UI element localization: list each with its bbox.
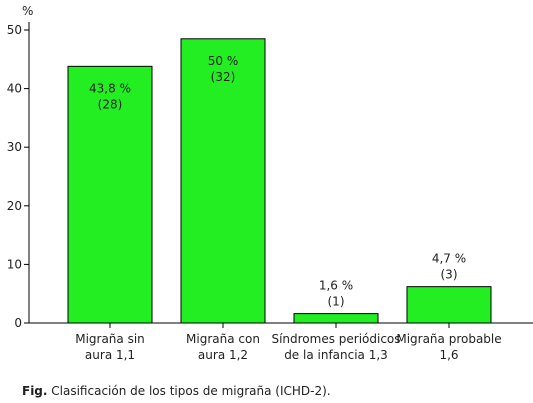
y-tick-label: 10 [7, 257, 22, 271]
bar-chart: % 0 10 20 30 40 50 Migraña sin aura 1,1 43,8 % (28… [7, 4, 533, 362]
bar [406, 286, 492, 324]
bar [180, 38, 266, 324]
x-tick-label: Migraña sin aura 1,1 [75, 332, 145, 362]
data-label: 43,8 % (28) [89, 81, 131, 111]
bar [67, 65, 153, 324]
data-label: 4,7 % (3) [432, 252, 466, 282]
x-tick-label: Síndromes periódicos de la infancia 1,3 [271, 332, 400, 362]
y-tick-label: 50 [7, 23, 22, 37]
y-tick-label: 30 [7, 140, 22, 154]
caption-text: Clasificación de los tipos de migraña (I… [47, 384, 331, 398]
y-tick-label: 20 [7, 199, 22, 213]
y-axis-unit-label: % [22, 4, 33, 18]
y-tick-label: 0 [14, 316, 22, 330]
x-tick-label: Migraña probable 1,6 [396, 332, 501, 362]
data-label: 1,6 % (1) [319, 279, 353, 309]
x-tick-label: Migraña con aura 1,2 [186, 332, 260, 362]
caption-prefix: Fig. [22, 384, 48, 398]
data-label: 50 % (32) [208, 54, 239, 84]
bar [293, 313, 379, 324]
figure-caption: Fig. Clasificación de los tipos de migra… [22, 384, 331, 398]
y-tick-label: 40 [7, 82, 22, 96]
